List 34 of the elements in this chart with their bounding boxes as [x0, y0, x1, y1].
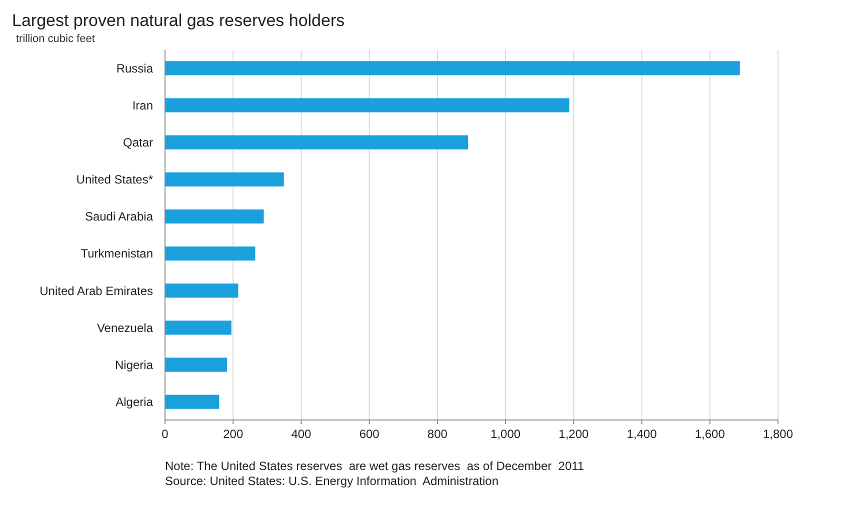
bar [165, 246, 256, 261]
bar [165, 61, 740, 76]
chart-title: Largest proven natural gas reserves holders [12, 11, 345, 30]
x-tick-label: 1,800 [762, 427, 794, 441]
bar [165, 172, 284, 186]
bar [165, 135, 468, 150]
x-tick-label: 400 [291, 427, 312, 441]
y-tick-label: Algeria [116, 395, 154, 410]
x-tick-label: 1,600 [694, 427, 726, 441]
x-tick-label: 0 [162, 427, 169, 441]
y-tick-label: Iran [132, 98, 153, 112]
y-tick-label: Turkmenistan [80, 246, 153, 261]
text: trillion cubic feet [16, 33, 95, 45]
x-tick-label: 200 [223, 427, 244, 441]
y-tick-label: United States* [76, 172, 154, 187]
y-tick-label: Venezuela [96, 320, 154, 335]
bar [165, 358, 227, 372]
y-tick-label: Russia [116, 61, 154, 76]
x-tick-label: 600 [359, 427, 380, 441]
x-tick-label: 800 [427, 427, 448, 441]
source-note: Source: United States: U.S. Energy Information Administration [165, 474, 498, 488]
y-tick-label: Nigeria [114, 358, 154, 372]
x-tick-label: 1,400 [626, 427, 658, 441]
text: Note: The United States reserves are wet gas reserves as of December 2011 [165, 459, 584, 473]
x-tick-label: 1,000 [490, 427, 521, 441]
y-tick-label: Qatar [122, 136, 153, 150]
bar [165, 284, 238, 298]
x-tick-label: 1,200 [558, 427, 590, 441]
bar [165, 98, 570, 112]
y-tick-label: Saudi Arabia [84, 210, 154, 224]
bar [165, 394, 220, 409]
y-tick-label: United Arab Emirates [40, 284, 153, 298]
bar [165, 320, 232, 335]
bar [165, 209, 264, 224]
